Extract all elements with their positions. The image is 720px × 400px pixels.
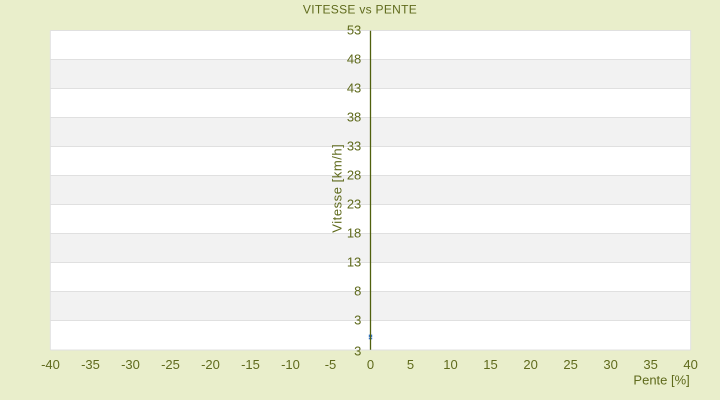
svg-text:20: 20 [523, 357, 537, 372]
svg-text:Vitesse [km/h]: Vitesse [km/h] [330, 144, 345, 233]
svg-text:-20: -20 [201, 357, 220, 372]
svg-text:-40: -40 [41, 357, 60, 372]
svg-text:8: 8 [354, 284, 361, 299]
svg-text:-10: -10 [281, 357, 300, 372]
svg-text:3: 3 [354, 313, 361, 328]
svg-text:35: 35 [643, 357, 657, 372]
svg-text:0: 0 [367, 357, 374, 372]
svg-text:5: 5 [407, 357, 414, 372]
svg-text:3: 3 [354, 344, 361, 359]
svg-text:-15: -15 [241, 357, 260, 372]
svg-text:48: 48 [347, 52, 361, 67]
svg-text:-5: -5 [325, 357, 337, 372]
svg-text:-30: -30 [121, 357, 140, 372]
svg-text:40: 40 [683, 357, 697, 372]
svg-text:VITESSE vs PENTE: VITESSE vs PENTE [303, 3, 417, 17]
svg-text:43: 43 [347, 81, 361, 96]
svg-text:53: 53 [347, 23, 361, 38]
svg-text:18: 18 [347, 226, 361, 241]
svg-text:38: 38 [347, 110, 361, 125]
svg-text:30: 30 [603, 357, 617, 372]
svg-text:28: 28 [347, 168, 361, 183]
svg-text:13: 13 [347, 255, 361, 270]
svg-text:25: 25 [563, 357, 577, 372]
svg-text:-25: -25 [161, 357, 180, 372]
svg-text:-35: -35 [81, 357, 100, 372]
svg-text:10: 10 [443, 357, 457, 372]
svg-text:Pente [%]: Pente [%] [633, 372, 689, 387]
svg-text:23: 23 [347, 197, 361, 212]
svg-text:33: 33 [347, 139, 361, 154]
svg-text:15: 15 [483, 357, 497, 372]
